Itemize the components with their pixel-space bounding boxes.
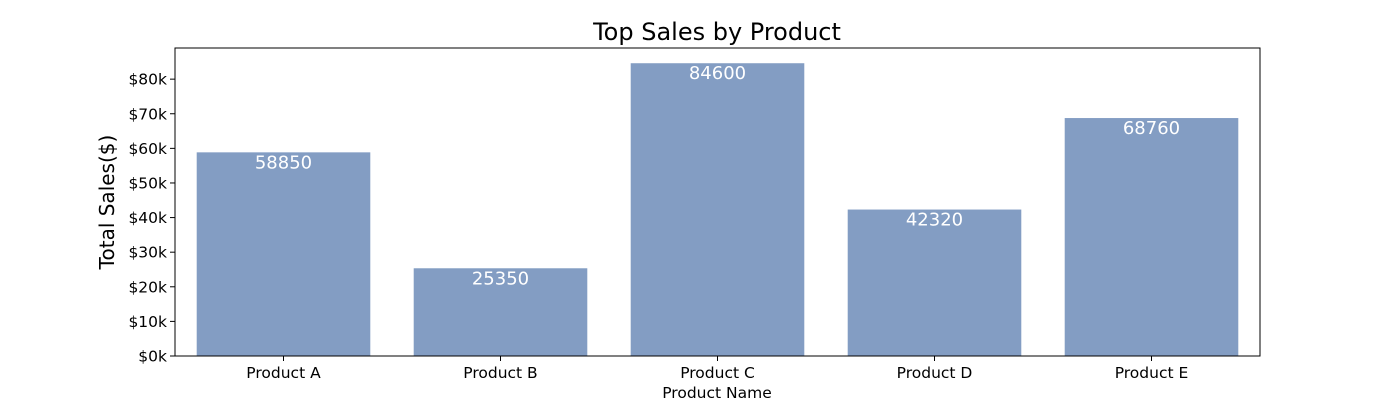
y-tick-label: $30k [128, 244, 167, 262]
x-tick-label: Product D [897, 364, 973, 382]
x-tick-label: Product C [680, 364, 755, 382]
x-tick-label: Product A [246, 364, 321, 382]
bars-group [196, 63, 1239, 357]
x-axis-label: Product Name [662, 384, 772, 400]
bar-product-b [413, 268, 588, 356]
y-tick-label: $40k [128, 209, 167, 227]
data-label: 25350 [472, 268, 529, 289]
bar-product-a [196, 152, 371, 356]
data-label: 42320 [906, 210, 963, 231]
y-tick-label: $50k [128, 174, 167, 192]
data-labels-group: 58850 25350 84600 42320 68760 [255, 63, 1180, 289]
y-tick-label: $80k [128, 71, 167, 89]
chart-title: Top Sales by Product [592, 18, 841, 46]
y-tick-label: $70k [128, 105, 167, 123]
y-tick-label: $20k [128, 278, 167, 296]
bar-product-e [1064, 118, 1239, 357]
y-tick-label: $10k [128, 313, 167, 331]
x-axis: Product A Product B Product C Product D Prod… [246, 356, 1188, 382]
y-tick-label: $0k [138, 348, 167, 366]
y-axis: $0k $10k $20k $30k $40k $50k $60k $70k $80k [128, 71, 175, 366]
x-tick-label: Product B [463, 364, 537, 382]
data-label: 68760 [1123, 118, 1180, 139]
y-axis-label: Total Sales($) [95, 135, 119, 271]
x-tick-label: Product E [1115, 364, 1189, 382]
y-tick-label: $60k [128, 140, 167, 158]
data-label: 84600 [689, 63, 746, 84]
data-label: 58850 [255, 152, 312, 173]
bar-product-d [847, 209, 1022, 356]
bar-product-c [630, 63, 805, 357]
